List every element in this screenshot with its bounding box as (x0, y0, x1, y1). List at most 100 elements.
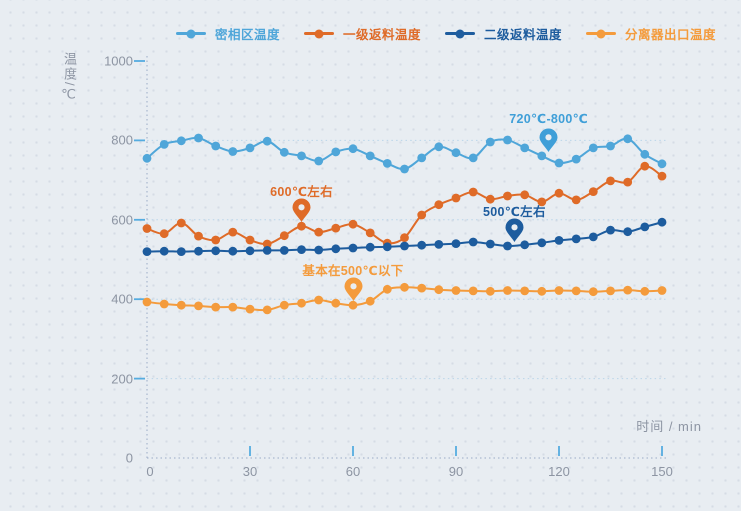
annotation-label-4: 基本在500℃以下 (302, 263, 404, 278)
x-tick-label: 150 (651, 464, 673, 479)
data-point (451, 286, 461, 295)
y-tick-label: 600 (111, 212, 133, 228)
data-point (503, 241, 512, 251)
data-point (279, 300, 289, 310)
data-point (228, 246, 238, 256)
data-point (211, 235, 221, 245)
data-point (623, 134, 633, 144)
data-point (657, 171, 667, 181)
data-point (176, 300, 186, 310)
data-point (228, 147, 238, 156)
data-point (194, 231, 203, 241)
data-point (314, 156, 324, 166)
map-pin-icon (505, 218, 524, 242)
data-point (400, 164, 409, 174)
data-point (245, 143, 255, 153)
x-tick-label: 30 (242, 464, 258, 479)
y-tick-label: 1000 (104, 53, 133, 69)
data-point (262, 246, 272, 255)
map-pin-icon (292, 198, 311, 222)
legend-item-4[interactable]: 分离器出口温度 (586, 24, 716, 43)
data-point (211, 141, 221, 151)
data-point (314, 227, 324, 237)
legend-item-3[interactable]: 二级返料温度 (445, 24, 562, 43)
data-point (554, 236, 564, 245)
data-point (588, 143, 598, 153)
data-point (194, 301, 203, 311)
data-point (520, 240, 530, 250)
data-point (331, 223, 341, 233)
data-point (657, 286, 667, 295)
legend-label: 二级返料温度 (484, 28, 563, 42)
data-point (537, 286, 547, 296)
data-point (348, 144, 358, 154)
data-point (640, 286, 650, 296)
data-point (485, 194, 495, 204)
data-point (245, 235, 255, 245)
data-point (228, 302, 238, 312)
map-pin-icon (539, 128, 558, 152)
data-point (400, 233, 409, 243)
legend-item-2[interactable]: 一级返料温度 (304, 24, 421, 43)
data-point (211, 246, 221, 256)
data-point (623, 227, 633, 237)
data-point (485, 286, 495, 296)
data-point (588, 187, 598, 197)
x-tick-label: 120 (548, 464, 570, 479)
x-tick-label: 0 (146, 464, 154, 479)
data-point (434, 200, 444, 210)
data-point (176, 136, 186, 146)
annotation-label-3: 500℃左右 (482, 204, 546, 219)
data-point (468, 286, 478, 296)
data-point (417, 283, 427, 293)
data-point (262, 305, 272, 315)
legend-item-1[interactable]: 密相区温度 (176, 24, 280, 43)
data-point (606, 176, 615, 186)
data-point (520, 286, 530, 296)
legend-dot-icon (596, 29, 606, 38)
y-tick-label: 200 (111, 371, 133, 387)
annotation-label-1: 600℃左右 (270, 184, 333, 199)
y-tick-label: 800 (111, 132, 133, 148)
data-point (297, 298, 306, 308)
data-point (314, 295, 324, 305)
data-point (159, 140, 169, 149)
y-axis-title: 温度/℃ (62, 52, 77, 105)
data-point (194, 133, 203, 143)
data-point (348, 300, 358, 310)
data-point (365, 151, 375, 161)
data-point (451, 239, 461, 249)
map-pin-icon (344, 277, 362, 301)
data-point (331, 244, 341, 254)
data-point (262, 136, 272, 146)
data-point (382, 159, 392, 168)
data-point (382, 284, 392, 294)
data-point (623, 285, 633, 295)
data-point (434, 285, 444, 295)
data-point (245, 246, 255, 256)
data-point (640, 161, 650, 171)
data-point (314, 245, 324, 255)
data-point (262, 239, 272, 249)
y-tick-label: 400 (111, 291, 133, 307)
data-point (571, 195, 581, 205)
annotation-label-2: 720℃-800℃ (509, 111, 589, 126)
legend-marker-icon (176, 29, 206, 38)
legend: 密相区温度 一级返料温度 二级返料温度 分离器出口温度 (176, 24, 716, 43)
data-point (554, 286, 564, 295)
data-point (571, 286, 581, 296)
series-line-2 (146, 165, 663, 246)
data-point (417, 240, 427, 250)
legend-dot-icon (455, 29, 465, 38)
data-point (348, 243, 358, 253)
legend-marker-icon (586, 29, 617, 38)
legend-label: 一级返料温度 (343, 28, 422, 42)
data-point (417, 210, 427, 220)
legend-label: 密相区温度 (215, 28, 281, 42)
data-point (142, 224, 152, 233)
x-axis-title: 时间 / min (636, 419, 702, 434)
data-point (297, 221, 306, 231)
data-point (297, 245, 306, 255)
data-point (606, 286, 615, 296)
